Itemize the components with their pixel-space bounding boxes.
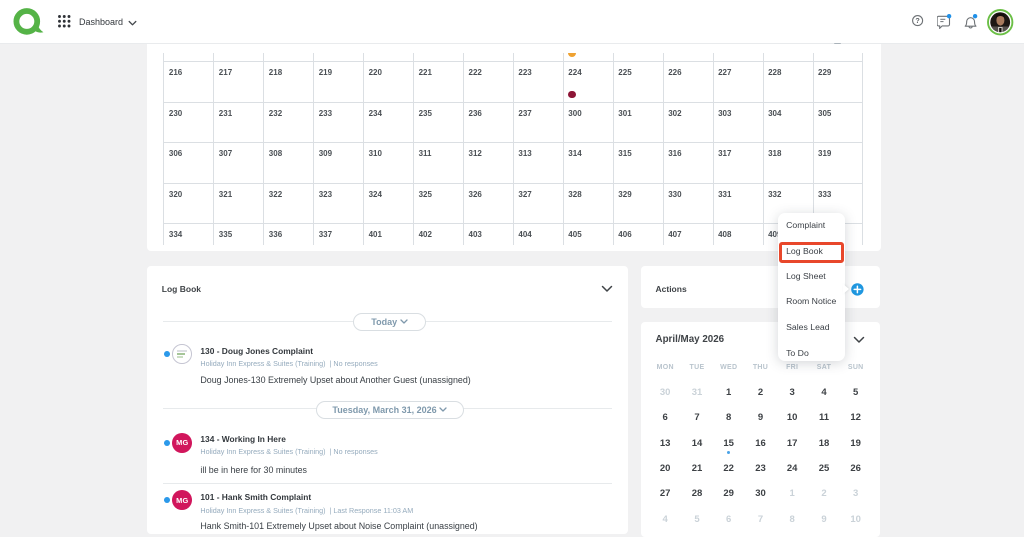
svg-text:?: ? [915, 16, 919, 25]
